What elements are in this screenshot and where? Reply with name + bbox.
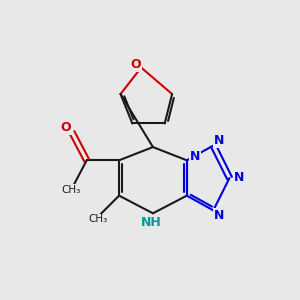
Text: O: O: [60, 121, 71, 134]
Text: N: N: [214, 209, 224, 222]
Text: N: N: [234, 172, 244, 184]
Text: N: N: [190, 150, 200, 163]
Text: NH: NH: [141, 216, 162, 229]
Text: CH₃: CH₃: [61, 185, 80, 195]
Text: CH₃: CH₃: [89, 214, 108, 224]
Text: O: O: [130, 58, 141, 70]
Text: N: N: [214, 134, 224, 147]
